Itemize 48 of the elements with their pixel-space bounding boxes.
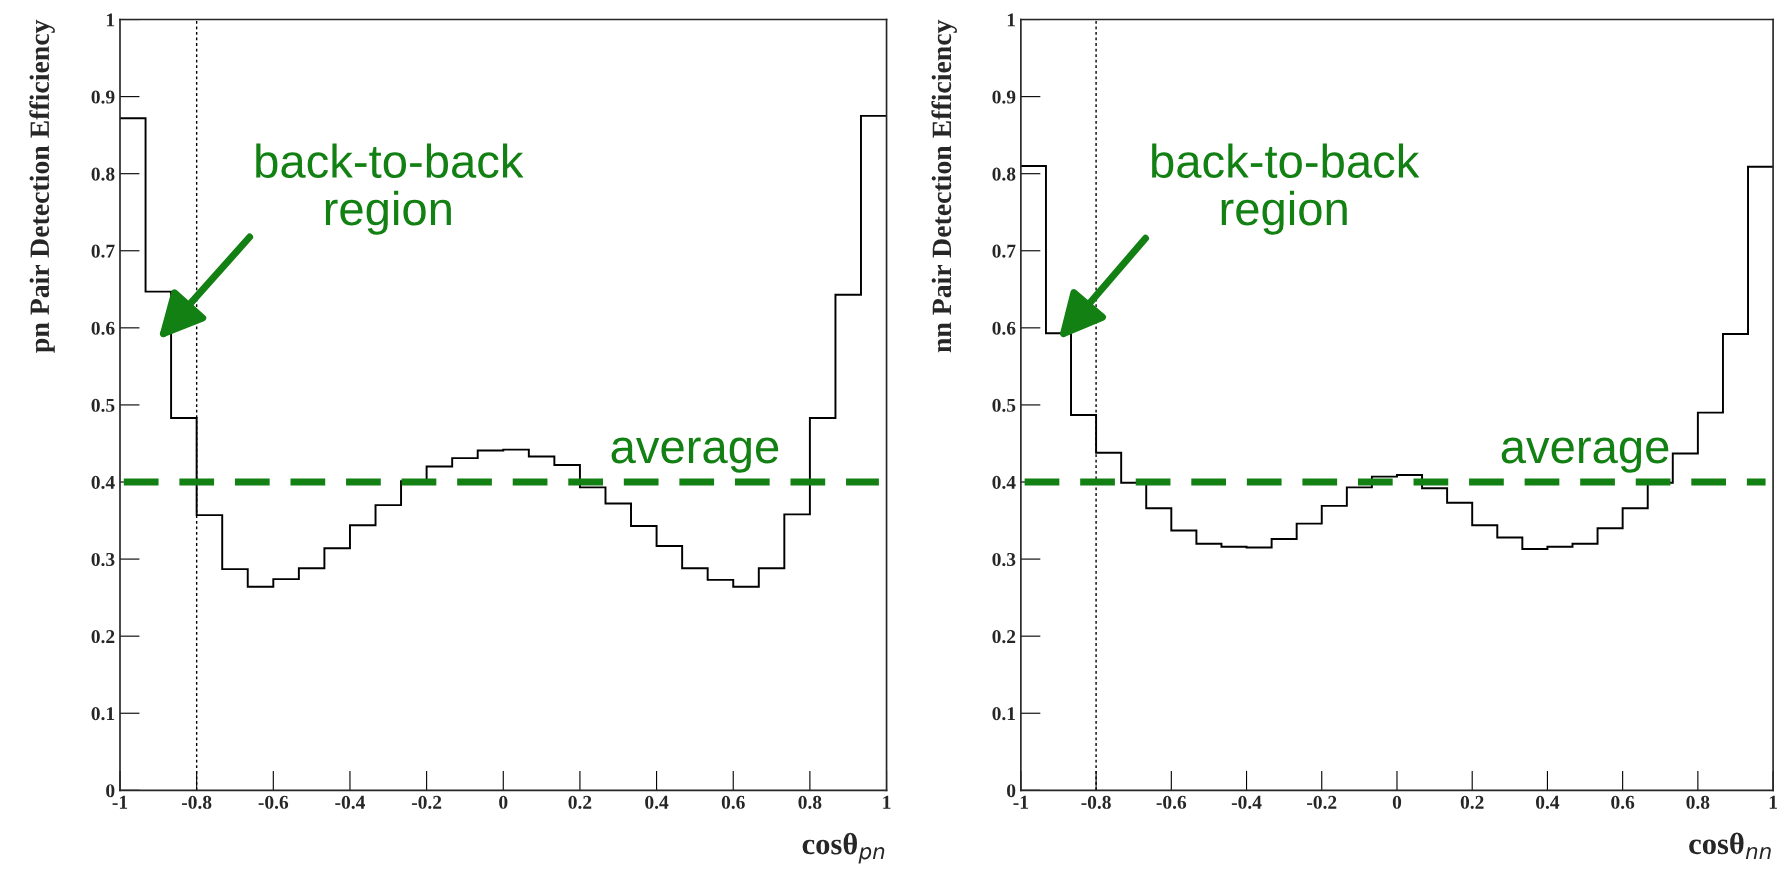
y-tick-label: 0.9 (91, 90, 115, 104)
y-tick-label: 0.1 (992, 707, 1015, 721)
y-tick-label: 0.5 (992, 398, 1016, 412)
y-tick-label: 0.4 (91, 475, 115, 490)
y-tick-label: 0.2 (992, 629, 1016, 644)
x-tick-label: -0.4 (335, 795, 365, 809)
x-tick-label: 0.4 (1536, 795, 1560, 809)
x-tick-label: -0.4 (1231, 795, 1262, 809)
x-tick-label: -0.2 (411, 795, 442, 809)
y-axis-title: pn Pair Detection Efficiency (29, 19, 55, 353)
ref-line-label: average (1501, 437, 1669, 473)
x-tick-label: -0.2 (1307, 795, 1337, 809)
x-tick-label: 0.2 (1460, 795, 1484, 809)
x-tick-label: -0.8 (181, 795, 212, 809)
y-tick-label: 0.5 (91, 398, 115, 412)
y-tick-label: 0.3 (992, 552, 1016, 567)
x-tick-label: 0.6 (1611, 795, 1635, 809)
x-tick-label: 0 (499, 795, 508, 809)
x-tick-label: 0.8 (1686, 795, 1710, 809)
y-tick-label: 0.6 (91, 321, 115, 335)
x-tick-label: 1 (1769, 795, 1777, 809)
x-tick-label: 0 (1392, 795, 1402, 809)
y-tick-label: 0.6 (992, 321, 1016, 335)
x-tick-label: 0.2 (568, 795, 592, 809)
x-tick-label: 0.8 (798, 795, 822, 809)
y-tick-label: 0.7 (992, 244, 1016, 258)
y-tick-label: 1 (106, 13, 115, 27)
x-tick-label: -0.6 (1156, 795, 1187, 809)
x-tick-label: -0.8 (1081, 795, 1111, 809)
annotation: back-to-back region (1152, 143, 1420, 235)
y-tick-label: 0.3 (91, 552, 115, 567)
x-axis-title: cosθ$_{nn}$ (1689, 832, 1771, 859)
y-tick-label: 0.4 (992, 475, 1016, 490)
annotation: back-to-back region (256, 143, 524, 235)
y-tick-label: 0.1 (91, 707, 115, 721)
x-tick-label: -0.6 (258, 795, 289, 809)
y-tick-label: 0.2 (91, 629, 115, 644)
y-tick-label: 0.8 (91, 167, 115, 181)
y-tick-label: 0.8 (992, 167, 1016, 181)
x-tick-label: 0.6 (721, 795, 745, 809)
y-axis-title: nn Pair Detection Efficiency (931, 19, 957, 353)
x-tick-label: 0.4 (645, 795, 669, 809)
y-tick-label: 0.7 (91, 244, 115, 258)
y-tick-label: 0.9 (992, 90, 1016, 104)
x-tick-label: 1 (883, 795, 891, 809)
y-tick-label: 1 (1007, 13, 1015, 27)
ref-line-label: average (611, 437, 779, 473)
x-axis-title: cosθ$_{pn}$ (802, 832, 885, 864)
